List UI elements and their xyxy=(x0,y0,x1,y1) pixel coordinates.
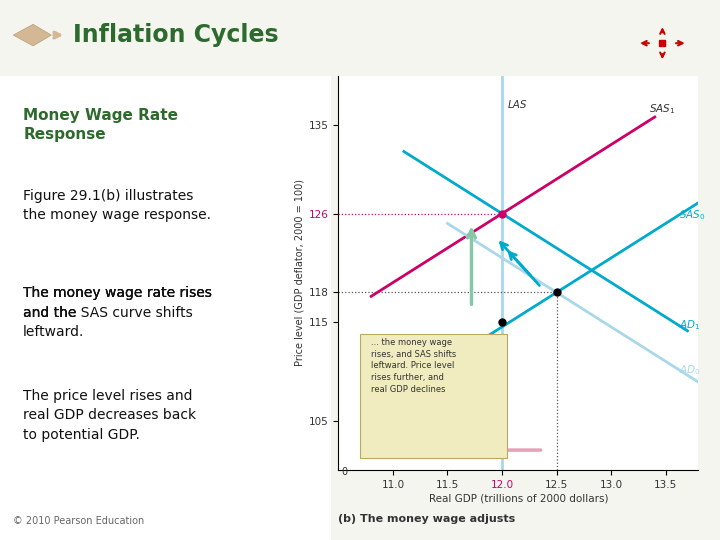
Text: LAS: LAS xyxy=(508,100,527,110)
Text: (b) The money wage adjusts: (b) The money wage adjusts xyxy=(338,514,516,524)
Text: The price level rises and
real GDP decreases back
to potential GDP.: The price level rises and real GDP decre… xyxy=(23,389,197,442)
FancyBboxPatch shape xyxy=(360,334,508,458)
Text: 0: 0 xyxy=(342,467,348,477)
Text: ... the money wage
rises, and SAS shifts
leftward. Price level
rises further, an: ... the money wage rises, and SAS shifts… xyxy=(371,338,456,394)
Text: Money Wage Rate
Response: Money Wage Rate Response xyxy=(23,108,178,141)
Text: The money wage rate rises
and the: The money wage rate rises and the xyxy=(23,286,212,320)
X-axis label: Real GDP (trillions of 2000 dollars): Real GDP (trillions of 2000 dollars) xyxy=(428,494,608,504)
Y-axis label: Price level (GDP deflator, 2000 = 100): Price level (GDP deflator, 2000 = 100) xyxy=(294,179,305,366)
Text: The money wage rate rises
and the: The money wage rate rises and the xyxy=(23,286,212,320)
Polygon shape xyxy=(13,24,51,46)
Text: The money wage rate rises
and the SAS curve shifts
leftward.: The money wage rate rises and the SAS cu… xyxy=(23,286,212,339)
Text: SAS$_0$: SAS$_0$ xyxy=(679,208,706,222)
FancyBboxPatch shape xyxy=(0,76,331,540)
Text: AD$_0$: AD$_0$ xyxy=(679,363,701,376)
Text: © 2010 Pearson Education: © 2010 Pearson Education xyxy=(13,516,145,526)
Text: Figure 29.1(b) illustrates
the money wage response.: Figure 29.1(b) illustrates the money wag… xyxy=(23,189,211,222)
Text: AD$_1$: AD$_1$ xyxy=(679,319,701,332)
Text: Inflation Cycles: Inflation Cycles xyxy=(73,23,279,47)
Text: SAS$_1$: SAS$_1$ xyxy=(649,102,675,116)
